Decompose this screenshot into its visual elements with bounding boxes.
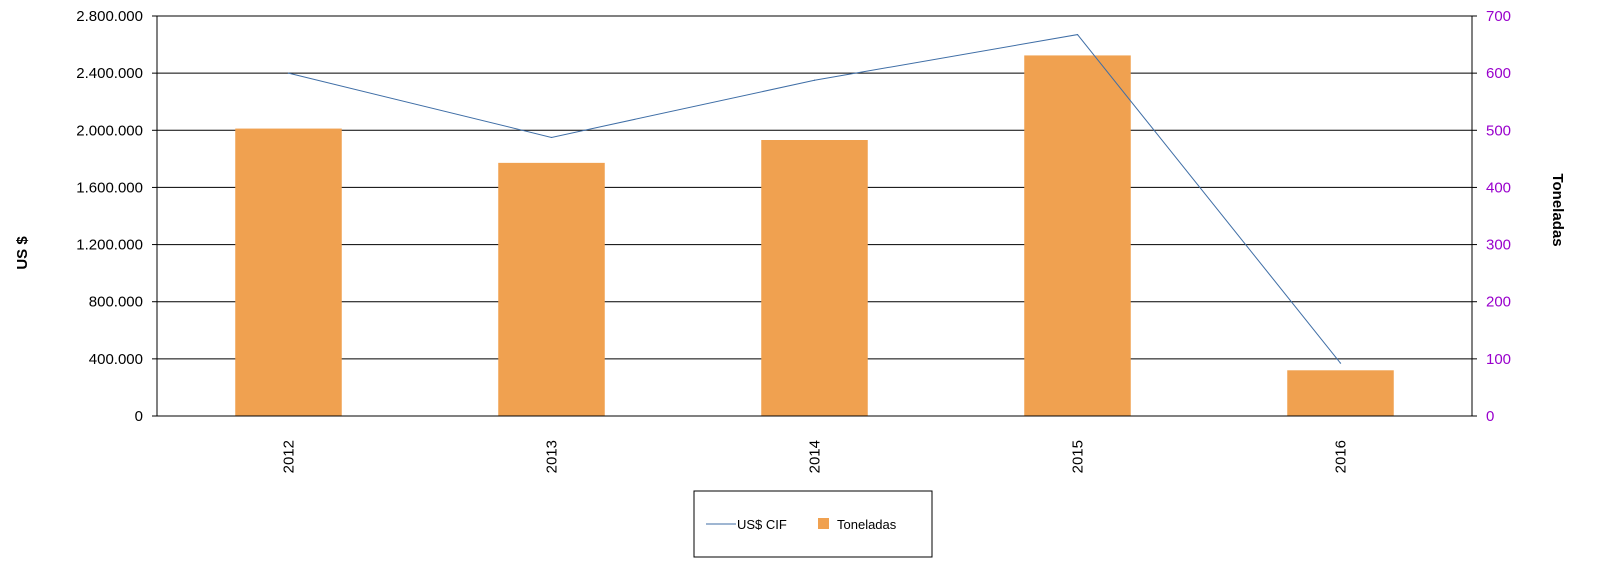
x-tick-label: 2014 [807, 440, 824, 473]
line-point-2013 [550, 136, 553, 139]
line-point-2015 [1076, 33, 1079, 36]
right-axis-ticks: 0 100 200 300 400 500 600 700 [1486, 8, 1511, 425]
left-tick-label: 2.800.000 [76, 8, 143, 25]
legend: US$ CIF Toneladas [693, 490, 933, 558]
bar-2014 [761, 140, 868, 416]
x-tick-label: 2016 [1333, 440, 1350, 473]
left-axis-ticks: 0 400.000 800.000 1.200.000 1.600.000 2.000.0… [76, 8, 143, 425]
line-point-2012 [287, 72, 290, 74]
x-tick-label: 2013 [544, 440, 561, 473]
x-tick-label: 2015 [1070, 440, 1087, 473]
right-tick-label: 400 [1486, 179, 1511, 196]
right-tick-label: 500 [1486, 122, 1511, 139]
x-tick-label: 2012 [281, 440, 298, 473]
legend-label-us-cif: US$ CIF [737, 517, 787, 532]
legend-label-toneladas: Toneladas [837, 517, 897, 532]
line-point-2014 [813, 79, 816, 81]
bar-2016 [1287, 370, 1394, 416]
x-axis-ticks: 2012 2013 2014 2015 2016 [281, 440, 1350, 473]
bar-series-toneladas [235, 55, 1394, 417]
right-tick-label: 600 [1486, 65, 1511, 82]
right-tick-label: 100 [1486, 351, 1511, 368]
legend-bar-swatch [818, 518, 829, 529]
left-tick-label: 400.000 [89, 351, 143, 368]
right-tick-label: 0 [1486, 408, 1494, 425]
right-tick-label: 200 [1486, 294, 1511, 311]
left-tick-label: 1.200.000 [76, 237, 143, 254]
left-axis-title: US $ [14, 236, 31, 270]
bar-2012 [235, 128, 342, 417]
right-axis-title: Toneladas [1549, 173, 1566, 246]
left-tick-label: 2.000.000 [76, 122, 143, 139]
bar-2015 [1024, 55, 1131, 417]
plot-area-border [156, 15, 1473, 417]
bar-2013 [498, 162, 605, 416]
left-tick-label: 0 [135, 408, 143, 425]
left-tick-label: 800.000 [89, 294, 143, 311]
right-tick-label: 300 [1486, 237, 1511, 254]
left-tick-label: 1.600.000 [76, 179, 143, 196]
line-point-2016 [1339, 362, 1342, 364]
left-tick-label: 2.400.000 [76, 65, 143, 82]
right-tick-label: 700 [1486, 8, 1511, 25]
line-series-us-cif [287, 33, 1342, 364]
